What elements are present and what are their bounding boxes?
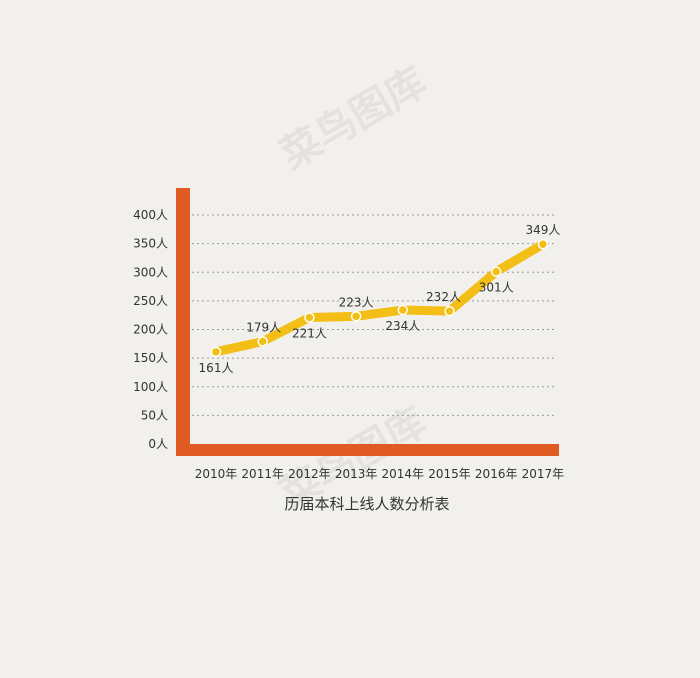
- data-label: 179人: [246, 321, 281, 335]
- y-tick-label: 0人: [148, 437, 168, 451]
- data-point: [397, 304, 409, 316]
- y-tick-label: 50人: [141, 408, 168, 422]
- x-tick-label: 2014年: [382, 467, 425, 481]
- series-layer: [210, 238, 549, 358]
- gridlines: [192, 214, 557, 416]
- y-tick-label: 350人: [133, 237, 168, 251]
- y-axis-bar: [176, 188, 190, 456]
- y-tick-label: 250人: [133, 294, 168, 308]
- x-tick-label: 2013年: [335, 467, 378, 481]
- data-point: [257, 336, 268, 347]
- axes: [176, 188, 559, 456]
- y-tick-label: 100人: [133, 380, 168, 394]
- data-point: [304, 312, 315, 323]
- x-tick-label: 2016年: [475, 467, 518, 481]
- data-label: 349人: [525, 223, 560, 237]
- data-label: 234人: [385, 319, 420, 333]
- x-tick-label: 2015年: [428, 467, 471, 481]
- data-point: [537, 238, 549, 250]
- x-tick-labels: 2010年 2011年 2012年 2013年 2014年 2015年 2016年 2017年: [195, 467, 564, 481]
- y-tick-label: 200人: [133, 323, 168, 337]
- data-label: 301人: [479, 281, 514, 295]
- data-label: 161人: [199, 361, 234, 375]
- y-tick-label: 300人: [133, 265, 168, 279]
- data-label: 223人: [339, 295, 374, 309]
- data-point: [350, 311, 362, 322]
- chart-title: 历届本科上线人数分析表: [284, 495, 449, 513]
- data-label: 221人: [292, 326, 327, 340]
- y-tick-labels: 0人 50人 100人 150人 200人 250人 300人 350人 400人: [133, 208, 168, 451]
- watermark-text: 菜鸟图库: [273, 59, 435, 179]
- x-axis-bar: [176, 444, 559, 456]
- data-point: [490, 266, 502, 277]
- series-line: [211, 239, 548, 357]
- data-labels: 161人 179人 221人 223人 234人 232人 301人 349人: [199, 223, 561, 375]
- x-tick-label: 2011年: [241, 467, 284, 481]
- y-tick-label: 400人: [133, 208, 168, 222]
- x-tick-label: 2010年: [195, 467, 238, 481]
- y-tick-label: 150人: [133, 351, 168, 365]
- x-tick-label: 2012年: [288, 467, 331, 481]
- data-point: [444, 305, 455, 317]
- data-label: 232人: [426, 290, 461, 304]
- data-point: [210, 346, 222, 358]
- x-tick-label: 2017年: [522, 467, 565, 481]
